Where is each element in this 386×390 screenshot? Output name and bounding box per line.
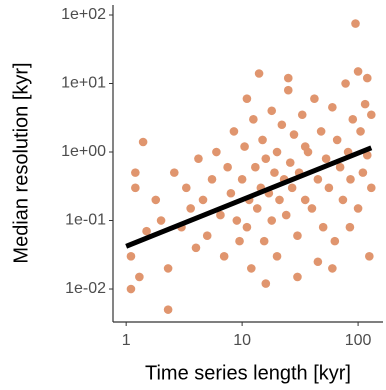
point: [223, 162, 232, 172]
point: [287, 183, 297, 193]
point: [366, 183, 376, 193]
point: [229, 127, 239, 136]
point: [163, 264, 173, 273]
point: [237, 174, 247, 184]
y-tick-label: 1e-01: [65, 212, 106, 229]
point: [275, 195, 284, 205]
point: [324, 183, 334, 193]
point: [207, 174, 217, 184]
point: [272, 252, 282, 261]
point: [366, 110, 376, 120]
point: [335, 162, 345, 172]
point: [293, 272, 302, 282]
point: [226, 188, 236, 198]
point: [362, 73, 372, 83]
point: [283, 85, 293, 95]
point: [297, 110, 307, 120]
point: [135, 272, 144, 282]
x-axis-title: Time series length [kyr]: [145, 362, 351, 384]
point: [270, 168, 279, 177]
point: [235, 236, 244, 246]
point: [261, 279, 271, 288]
point: [254, 69, 264, 78]
point: [353, 67, 363, 76]
point: [232, 216, 242, 225]
point: [247, 264, 256, 273]
point: [330, 236, 340, 246]
point: [285, 158, 295, 167]
point: [252, 204, 262, 213]
y-tick-label: 1e+00: [61, 143, 106, 160]
point: [242, 94, 252, 104]
point: [261, 154, 271, 163]
point: [138, 137, 148, 147]
point: [240, 142, 249, 151]
y-tick-label: 1e+01: [61, 75, 106, 92]
point: [219, 252, 229, 261]
point: [353, 204, 363, 213]
point: [338, 195, 348, 205]
point: [289, 130, 299, 139]
point: [151, 195, 161, 205]
point: [259, 236, 269, 246]
point: [216, 210, 225, 220]
point: [156, 216, 166, 225]
point: [242, 222, 252, 232]
x-tick-label: 1: [122, 332, 131, 349]
point: [346, 174, 355, 184]
point: [212, 147, 221, 157]
point: [293, 231, 302, 241]
point: [267, 106, 277, 116]
point: [131, 183, 140, 193]
point: [249, 115, 258, 124]
point: [126, 284, 136, 294]
point: [126, 252, 136, 261]
point: [310, 94, 319, 104]
y-tick-label: 1e-02: [65, 280, 106, 297]
point: [313, 257, 323, 267]
point: [341, 79, 350, 88]
y-tick-label: 1e+02: [61, 6, 106, 23]
point: [131, 168, 140, 177]
point: [332, 135, 342, 145]
point: [360, 99, 370, 109]
x-tick-label: 100: [345, 332, 372, 349]
point: [307, 204, 317, 213]
point: [300, 142, 310, 151]
point: [348, 115, 358, 124]
point: [318, 222, 328, 232]
point: [163, 305, 173, 314]
point: [277, 120, 287, 130]
point: [272, 147, 282, 157]
trend-line: [125, 145, 373, 249]
point: [186, 204, 195, 213]
point: [181, 183, 191, 193]
point: [283, 73, 293, 83]
point: [169, 168, 179, 177]
point: [345, 222, 355, 232]
point: [313, 174, 323, 184]
point: [300, 195, 310, 205]
point: [328, 102, 337, 112]
point: [198, 195, 208, 205]
point: [281, 210, 291, 220]
point: [351, 19, 360, 28]
point: [202, 231, 212, 241]
point: [191, 243, 201, 253]
point: [267, 216, 277, 225]
point: [258, 135, 267, 145]
point: [251, 162, 260, 172]
point: [194, 154, 203, 163]
point: [321, 154, 331, 163]
point: [356, 127, 365, 136]
y-axis-title: Median resolution [kyr]: [10, 62, 32, 263]
point: [316, 127, 326, 136]
point: [365, 252, 374, 261]
x-tick-label: 10: [233, 332, 251, 349]
point: [142, 226, 151, 236]
point: [328, 264, 337, 273]
point: [358, 168, 368, 177]
